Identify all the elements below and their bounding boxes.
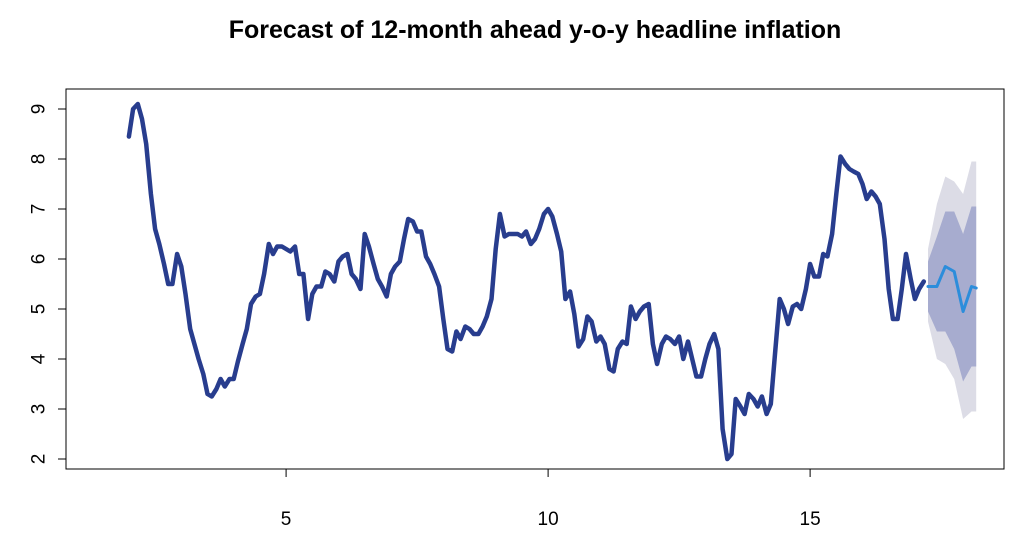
- y-tick-label: 9: [29, 104, 50, 115]
- y-axis: 2 3 4 5 6 7 8 9: [29, 104, 66, 465]
- chart-title: Forecast of 12-month ahead y-o-y headlin…: [229, 16, 842, 44]
- y-tick-label: 4: [29, 353, 50, 364]
- y-tick-label: 3: [29, 404, 50, 415]
- forecast-interval-bands: [928, 161, 977, 419]
- y-tick-label: 6: [29, 254, 50, 265]
- plot-frame: [65, 88, 1005, 470]
- x-axis: 5 10 15: [281, 469, 821, 530]
- history-series-line: [126, 101, 927, 462]
- forecast-series-line: [926, 265, 978, 313]
- x-tick-label: 15: [800, 509, 821, 530]
- forecast-band-80: [928, 206, 977, 382]
- y-tick-label: 7: [29, 204, 50, 215]
- y-tick-label: 5: [29, 304, 50, 315]
- y-tick-label: 8: [29, 154, 50, 165]
- series-lines: [126, 101, 978, 462]
- x-tick-label: 5: [281, 509, 292, 530]
- y-tick-label: 2: [29, 454, 50, 465]
- x-tick-label: 10: [538, 509, 559, 530]
